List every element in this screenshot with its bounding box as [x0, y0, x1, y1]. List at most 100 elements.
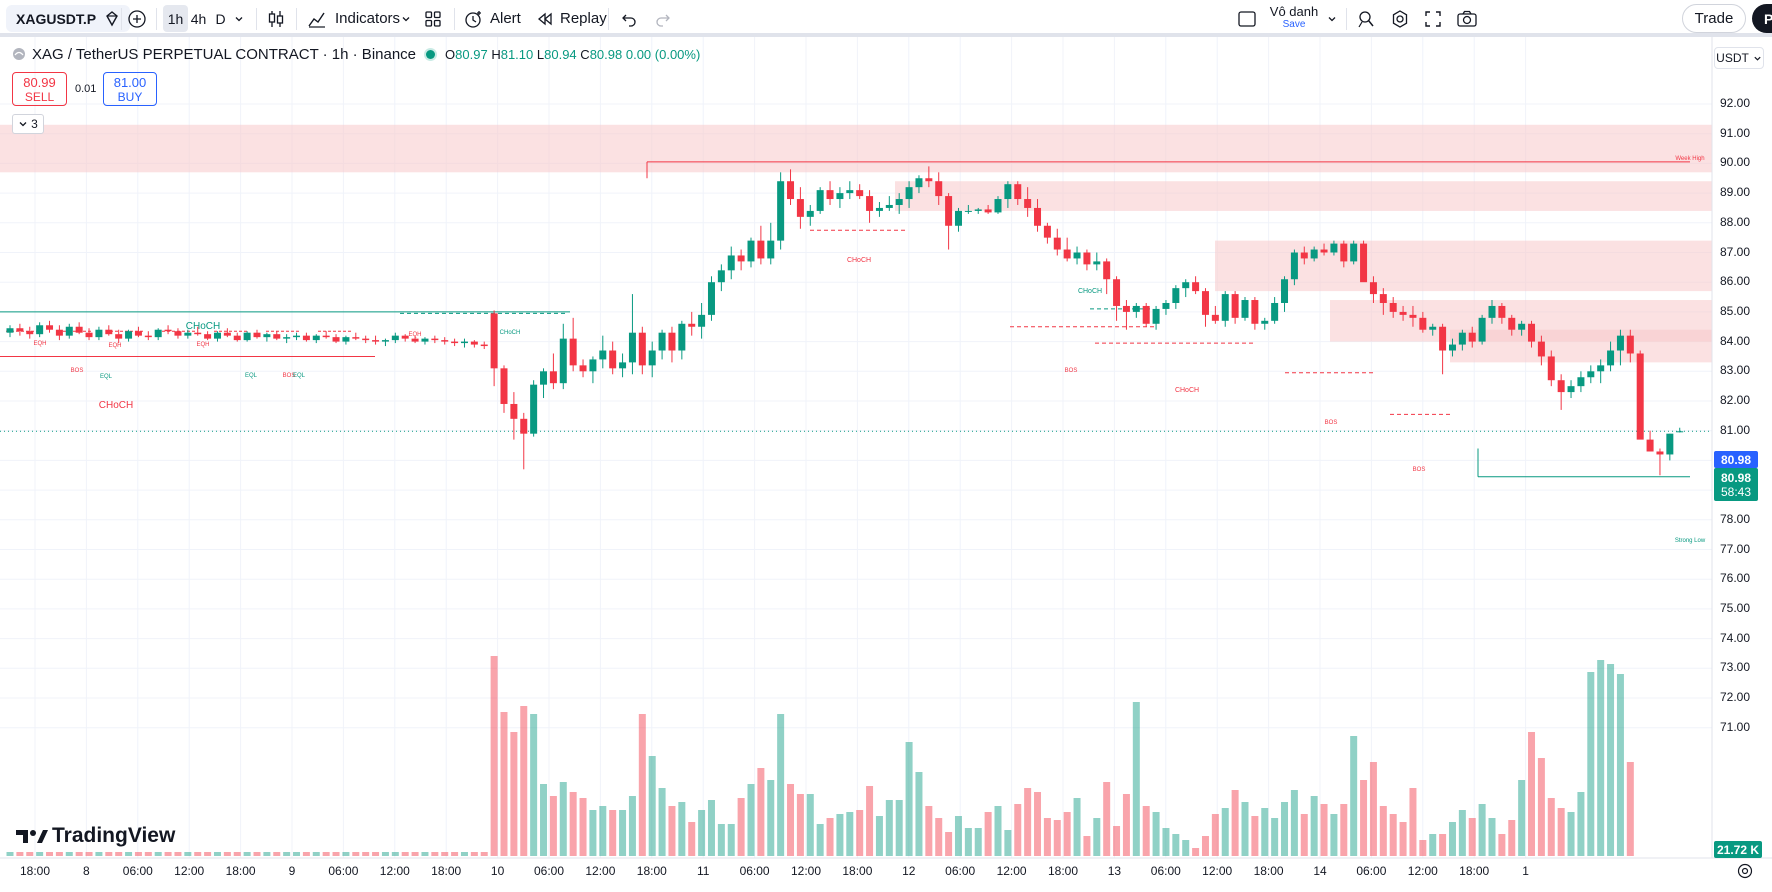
volume-bar — [1211, 814, 1219, 856]
candle-body — [1577, 377, 1585, 387]
candle-body — [16, 328, 24, 332]
volume-bar — [105, 852, 113, 856]
candle-body — [421, 338, 429, 342]
layout-dropdown-chevron-icon[interactable] — [1327, 0, 1337, 37]
candle-body — [1656, 451, 1664, 455]
volume-bar — [1557, 808, 1565, 856]
candle-body — [1182, 282, 1190, 289]
layout-name-button[interactable]: Vô danh Save — [1266, 4, 1322, 30]
time-axis-label: 06:00 — [328, 864, 359, 878]
price-axis-label: 92.00 — [1720, 96, 1751, 110]
bos-label: BOS — [71, 368, 84, 374]
candle-body — [1419, 317, 1427, 330]
redo-icon[interactable] — [654, 0, 672, 37]
volume-bar — [441, 852, 449, 856]
volume-bar — [530, 714, 538, 856]
currency-selector[interactable]: USDT — [1714, 47, 1764, 69]
layout-checkbox-icon[interactable] — [1237, 0, 1257, 37]
timeframe-dropdown-chevron-icon[interactable] — [234, 0, 244, 37]
indicators-button[interactable]: Indicators — [307, 0, 400, 37]
time-axis-label: 06:00 — [1150, 864, 1181, 878]
volume-bar — [1360, 780, 1368, 856]
price-axis-label: 76.00 — [1720, 571, 1751, 586]
volume-bar — [164, 852, 172, 856]
candle-body — [1567, 386, 1575, 393]
candle-body — [1458, 332, 1466, 345]
candle-body — [362, 338, 370, 341]
publish-button[interactable]: Pu — [1752, 4, 1772, 33]
volume-bar — [1567, 812, 1575, 856]
time-axis-label: 18:00 — [225, 864, 256, 878]
camera-icon[interactable] — [1456, 0, 1478, 37]
volume-bar — [1014, 804, 1022, 856]
diamond-icon[interactable] — [103, 0, 121, 37]
candle-body — [1409, 314, 1417, 318]
undo-icon[interactable] — [620, 0, 638, 37]
sell-button[interactable]: 80.99 SELL — [12, 72, 67, 106]
time-axis-label: 9 — [288, 864, 296, 878]
candle-body — [717, 270, 725, 283]
candle-body — [935, 181, 943, 197]
volume-bar — [1083, 836, 1091, 856]
layouts-grid-icon[interactable] — [424, 0, 442, 37]
volume-bar — [1043, 818, 1051, 856]
volume-bar — [223, 852, 231, 856]
volume-bar — [174, 852, 182, 856]
candle-body — [885, 204, 893, 208]
candle-body — [233, 335, 241, 341]
volume-bar — [352, 852, 360, 856]
time-axis-label: 1 — [1522, 864, 1529, 878]
candle-body — [1616, 335, 1624, 351]
settings-gear-icon[interactable] — [1390, 0, 1410, 37]
volume-bar — [1320, 804, 1328, 856]
candle-body — [579, 365, 587, 372]
volume-bar — [628, 796, 636, 856]
volume-bar — [1182, 840, 1190, 856]
volume-bar — [283, 852, 291, 856]
tradingview-logo[interactable]: TradingView — [16, 824, 175, 848]
bar-countdown: 58:43 — [1720, 484, 1752, 499]
candle-body — [1122, 305, 1130, 312]
candle-body — [85, 332, 93, 338]
candle-style-icon[interactable] — [266, 0, 286, 37]
quick-search-icon[interactable] — [1356, 0, 1376, 37]
tradingview-logo-icon — [16, 830, 48, 843]
candle-body — [1607, 350, 1615, 366]
candle-body — [984, 209, 992, 213]
buy-button[interactable]: 81.00 BUY — [103, 72, 157, 106]
timeframe-4h-button[interactable]: 4h — [190, 10, 207, 27]
choch-label: CHoCH — [99, 400, 133, 411]
week-high-label: Week High — [1675, 156, 1704, 162]
supply-zone — [1215, 240, 1712, 292]
volume-bar — [1004, 830, 1012, 856]
trade-button[interactable]: Trade — [1682, 4, 1746, 33]
add-symbol-icon[interactable] — [127, 0, 147, 37]
fullscreen-icon[interactable] — [1424, 0, 1442, 37]
supply-zone — [0, 124, 1712, 173]
volume-bar — [974, 828, 982, 856]
chart-settings-gear-icon[interactable] — [1736, 862, 1754, 885]
indicators-label: Indicators — [335, 10, 401, 27]
chart-legend: XAG / TetherUS PERPETUAL CONTRACT · 1h ·… — [12, 44, 700, 64]
candle-body — [65, 326, 73, 336]
volume-bar — [1103, 782, 1111, 856]
eqh-label: EQH — [196, 342, 209, 348]
timeframe-1h-button[interactable]: 1h — [163, 5, 188, 32]
candle-body — [520, 418, 528, 434]
volume-bar — [579, 798, 587, 856]
volume-bar — [658, 788, 666, 856]
supply-zone — [895, 181, 1712, 211]
indicators-collapse-toggle[interactable]: 3 — [12, 114, 44, 134]
indicators-dropdown-chevron-icon[interactable] — [401, 0, 411, 37]
replay-button[interactable]: Replay — [536, 0, 607, 37]
price-axis-label: 88.00 — [1720, 214, 1751, 229]
volume-bar — [806, 794, 814, 856]
structure-lines — [0, 161, 1712, 478]
timeframe-d-button[interactable]: D — [215, 10, 226, 27]
volume-bar — [717, 824, 725, 856]
volume-bar — [362, 852, 370, 856]
candle-body — [1350, 243, 1358, 262]
choch-label: CHoCH — [847, 257, 871, 264]
alert-button[interactable]: Alert — [463, 0, 521, 37]
